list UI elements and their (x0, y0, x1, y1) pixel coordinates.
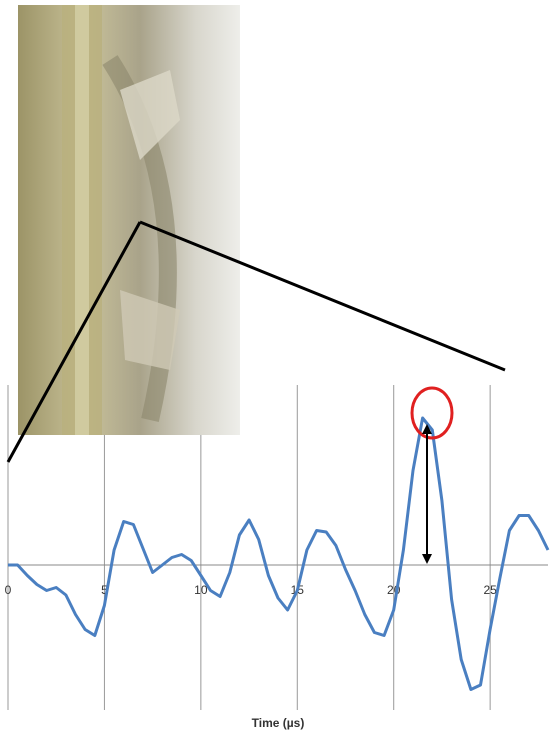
signal-line (8, 418, 548, 690)
figure: 0510152025 Time (µs) (0, 0, 550, 735)
photo-background (18, 5, 240, 435)
x-tick-label: 0 (5, 583, 12, 597)
amplitude-arrow (422, 424, 432, 564)
photo (18, 5, 240, 435)
x-tick-label: 25 (483, 583, 497, 597)
photo-rod-highlight (75, 5, 89, 435)
x-axis-label: Time (µs) (252, 716, 305, 730)
